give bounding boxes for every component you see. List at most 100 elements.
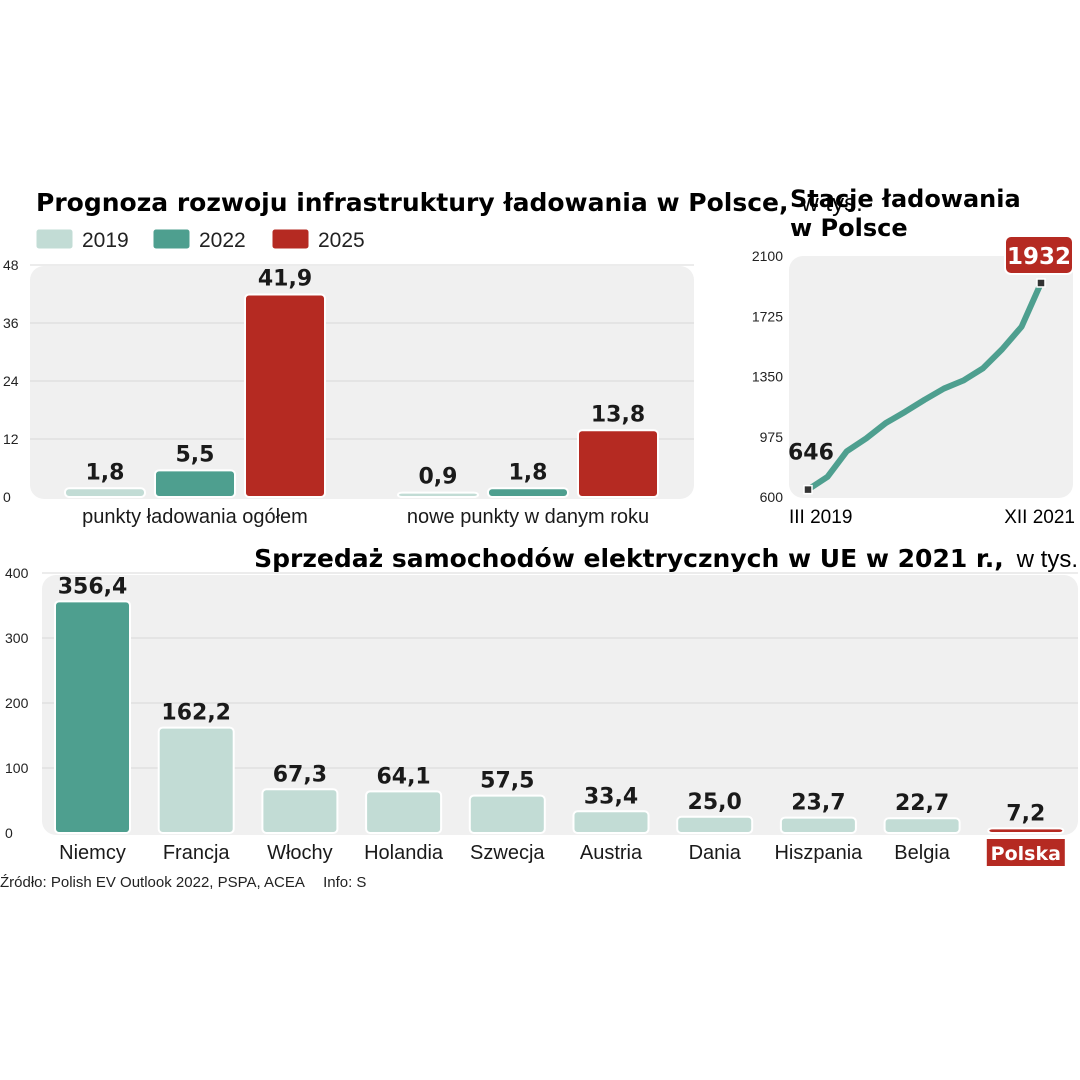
forecast-bar xyxy=(577,429,659,498)
sales-y-tick: 200 xyxy=(5,695,29,711)
sales-title-unit: w tys. xyxy=(1016,546,1078,573)
sales-category-label: Polska xyxy=(991,843,1061,865)
forecast-chart: Prognoza rozwoju infrastruktury ładowani… xyxy=(3,188,863,528)
sales-bar xyxy=(157,726,235,835)
forecast-bar xyxy=(487,487,569,498)
forecast-y-tick: 36 xyxy=(3,315,19,331)
sales-bar xyxy=(779,816,857,834)
sales-bar xyxy=(883,817,961,834)
stations-y-tick: 1725 xyxy=(752,308,783,324)
stations-x-label-end: XII 2021 xyxy=(1004,507,1075,528)
forecast-bar-label: 41,9 xyxy=(258,266,312,291)
legend-swatch-2022 xyxy=(152,228,191,250)
sales-y-tick: 300 xyxy=(5,630,29,646)
forecast-y-tick: 48 xyxy=(3,257,19,273)
forecast-bar-label: 1,8 xyxy=(86,460,125,485)
forecast-bar-label: 1,8 xyxy=(509,460,548,485)
sales-plot-panel xyxy=(42,575,1078,835)
forecast-bar-label: 5,5 xyxy=(176,442,215,467)
stations-title-line1: Stacje ładowania xyxy=(790,185,1021,213)
sales-bar-label: 22,7 xyxy=(895,791,949,816)
sales-category-label: Francja xyxy=(163,842,231,864)
sales-gridlines xyxy=(42,572,1078,769)
sales-title: Sprzedaż samochodów elektrycznych w UE w… xyxy=(254,544,1078,573)
forecast-plot-panel xyxy=(30,266,694,499)
sales-category-label: Włochy xyxy=(267,842,333,864)
source-note: Źródło: Polish EV Outlook 2022, PSPA, AC… xyxy=(0,874,380,891)
sales-highlight-badge xyxy=(986,839,1065,866)
stations-y-tick: 2100 xyxy=(752,248,783,264)
forecast-bar xyxy=(154,469,236,498)
stations-start-marker xyxy=(803,484,813,495)
stations-end-label: 1932 xyxy=(1007,244,1071,270)
sales-bar-label: 64,1 xyxy=(376,764,430,789)
forecast-title-main: Prognoza rozwoju infrastruktury ładowani… xyxy=(36,188,788,217)
sales-category-label: Belgia xyxy=(894,842,950,864)
sales-x-axis: Niemcy Francja Włochy Holandia Szwecja Austri… xyxy=(59,839,1065,866)
legend-swatch-2019 xyxy=(35,228,74,250)
forecast-title-unit: w tys. xyxy=(800,190,862,217)
legend-swatch-2025 xyxy=(271,228,310,250)
forecast-category-label: nowe punkty w danym roku xyxy=(407,506,649,528)
stations-end-marker xyxy=(1036,278,1046,288)
sales-bar-label: 356,4 xyxy=(58,574,128,599)
forecast-bar-label: 13,8 xyxy=(591,402,645,427)
sales-bar xyxy=(468,794,546,834)
sales-bar-label: 162,2 xyxy=(161,701,231,726)
sales-category-label: Niemcy xyxy=(59,842,126,864)
stations-title-line2: w Polsce xyxy=(790,214,908,242)
stations-y-tick: 975 xyxy=(760,429,784,445)
stations-x-label-start: III 2019 xyxy=(789,507,852,528)
forecast-bar xyxy=(244,293,326,498)
sales-category-label: Dania xyxy=(689,842,742,864)
stations-y-tick: 600 xyxy=(760,489,784,505)
stations-line xyxy=(805,279,1044,493)
sales-category-label: Holandia xyxy=(364,842,444,864)
sales-category-label: Szwecja xyxy=(470,842,545,864)
legend-label-2022: 2022 xyxy=(199,229,246,252)
sales-chart: Sprzedaż samochodów elektrycznych w UE w… xyxy=(5,544,1078,866)
sales-bar xyxy=(572,810,650,834)
forecast-bar xyxy=(397,491,479,498)
sales-category-label: Hiszpania xyxy=(774,842,863,864)
sales-bar xyxy=(365,790,443,835)
stations-y-axis: 600 975 1350 1725 2100 xyxy=(752,248,783,505)
source-info: Info: S xyxy=(323,874,367,891)
sales-bar xyxy=(54,600,131,835)
sales-bar-label: 57,5 xyxy=(480,769,534,794)
forecast-y-tick: 24 xyxy=(3,373,19,389)
source-text: Źródło: Polish EV Outlook 2022, PSPA, AC… xyxy=(0,874,305,891)
sales-bar-label: 67,3 xyxy=(273,762,327,787)
stations-plot-panel xyxy=(789,256,1073,498)
sales-bar-label: 25,0 xyxy=(688,790,742,815)
forecast-x-axis: punkty ładowania ogółem nowe punkty w dan… xyxy=(82,506,649,528)
sales-bar xyxy=(676,815,754,834)
stations-series: 646 1932 xyxy=(788,235,1074,495)
sales-bar xyxy=(261,788,339,835)
forecast-y-tick: 0 xyxy=(3,489,11,505)
forecast-y-axis: 0 12 24 36 48 xyxy=(3,257,19,505)
stations-start-label: 646 xyxy=(788,441,834,466)
forecast-bar-label: 0,9 xyxy=(419,465,458,490)
stations-chart: Stacje ładowania w Polsce 600 975 1350 1725… xyxy=(752,185,1075,528)
stations-y-tick: 1350 xyxy=(752,369,783,385)
sales-title-main: Sprzedaż samochodów elektrycznych w UE w… xyxy=(254,544,1004,573)
forecast-legend: 2019 2022 2025 xyxy=(35,228,365,252)
sales-y-tick: 400 xyxy=(5,565,29,581)
forecast-title: Prognoza rozwoju infrastruktury ładowani… xyxy=(36,188,863,217)
sales-bars: 356,4 162,2 67,3 64,1 57,5 33,4 25,0 23,7 22,7 7,… xyxy=(54,574,1065,835)
stations-end-badge xyxy=(1004,235,1074,275)
sales-category-label: Austria xyxy=(580,842,643,864)
sales-bar-label: 7,2 xyxy=(1006,801,1045,826)
legend-label-2025: 2025 xyxy=(318,229,365,252)
forecast-bar xyxy=(64,487,146,498)
forecast-bars: 1,8 5,5 41,9 0,9 1,8 13,8 xyxy=(64,266,659,498)
sales-bar xyxy=(987,827,1065,835)
sales-y-axis: 0 100 200 300 400 xyxy=(5,565,29,841)
legend-label-2019: 2019 xyxy=(82,229,129,252)
forecast-category-label: punkty ładowania ogółem xyxy=(82,506,308,528)
sales-bar-label: 23,7 xyxy=(791,791,845,816)
sales-y-tick: 0 xyxy=(5,825,13,841)
forecast-y-tick: 12 xyxy=(3,431,19,447)
